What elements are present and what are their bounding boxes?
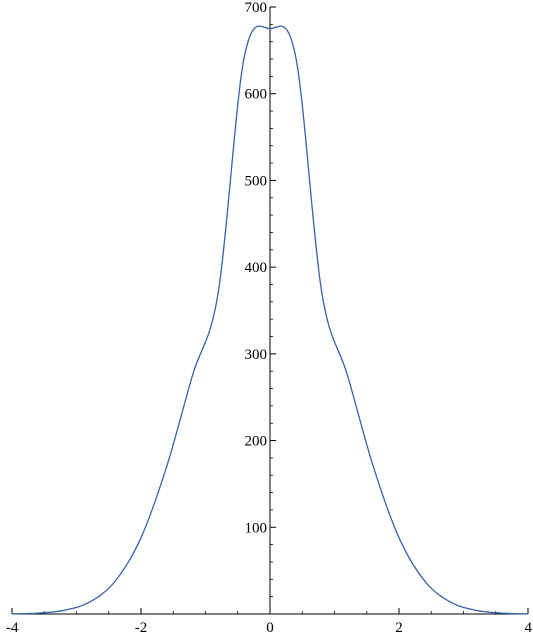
x-tick-label: -4 [6,620,19,636]
y-tick-label: 600 [245,87,268,103]
y-ticks: 100 200 300 400 500 600 700 [245,0,276,536]
y-tick-label: 100 [245,520,268,536]
series [11,25,529,615]
x-tick-label: 2 [395,620,403,636]
y-tick-label: 200 [245,434,268,450]
x-tick-label: -2 [135,620,148,636]
y-tick-label: 400 [245,260,268,276]
y-tick-label: 500 [245,173,268,189]
series-line [11,25,529,615]
y-tick-label: 700 [245,0,268,16]
axes [12,7,528,615]
x-ticks: -4 -2 0 2 4 [6,608,533,636]
x-tick-label: 4 [525,620,533,636]
x-tick-label: 0 [266,620,274,636]
y-tick-label: 300 [245,347,268,363]
